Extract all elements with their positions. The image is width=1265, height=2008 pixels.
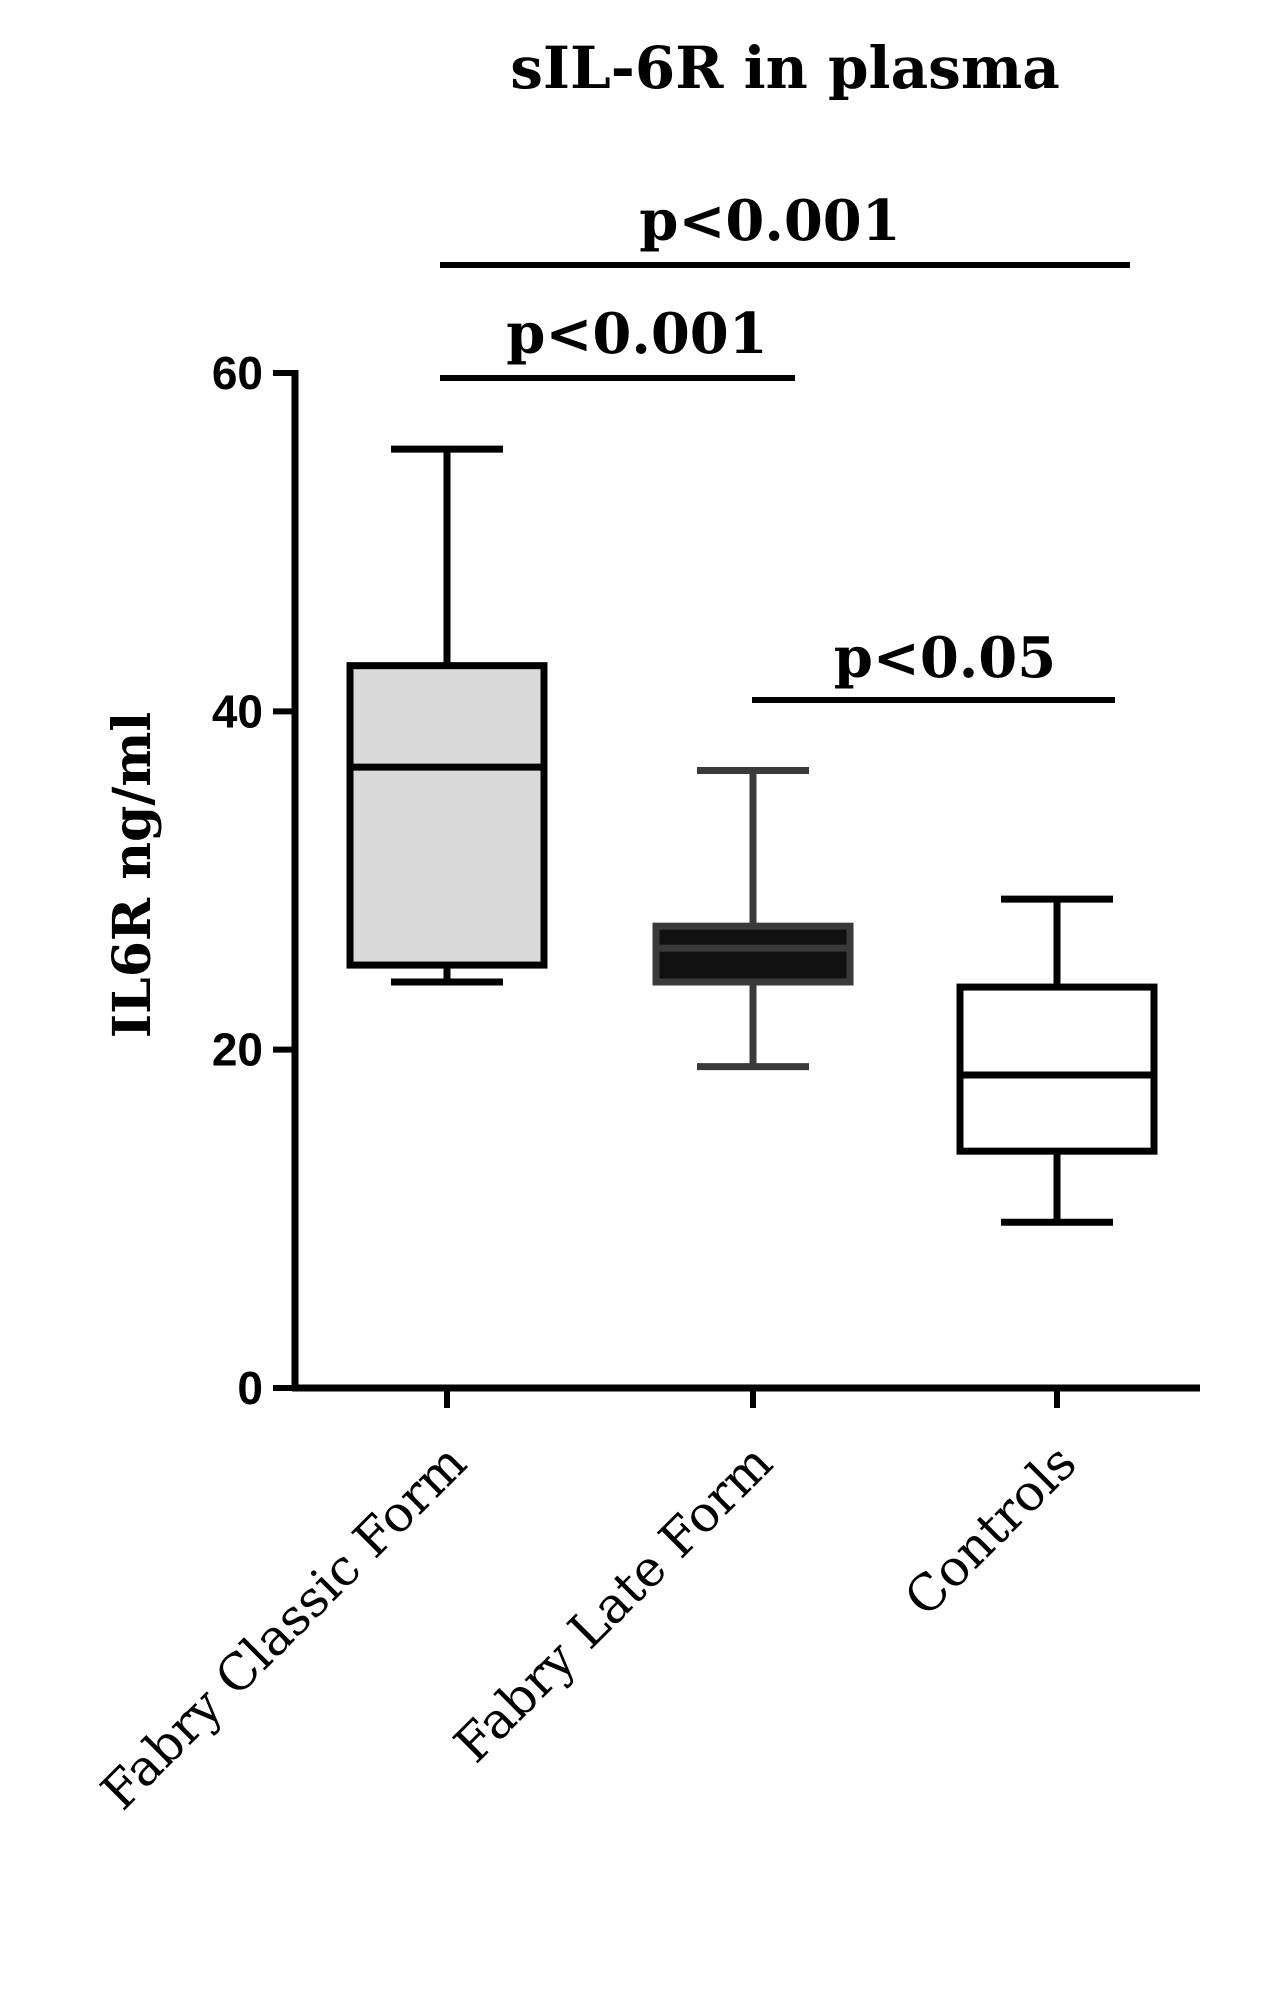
significance-bracket-2: p<0.001 bbox=[440, 301, 795, 381]
y-tick-label-0: 0 bbox=[237, 1362, 263, 1414]
p-value-label: p<0.001 bbox=[506, 301, 767, 367]
iqr-box bbox=[956, 983, 1158, 1155]
p-value-label: p<0.05 bbox=[834, 625, 1056, 691]
significance-brackets: p<0.001 p<0.001 p<0.05 bbox=[440, 188, 1130, 703]
significance-bracket-1: p<0.001 bbox=[440, 188, 1130, 268]
p-value-label: p<0.001 bbox=[639, 188, 900, 254]
category-label-2: Fabry Late Form bbox=[443, 1433, 783, 1773]
boxes bbox=[346, 445, 1158, 1226]
chart-title: sIL-6R in plasma bbox=[510, 34, 1060, 102]
y-axis-label: IL6R ng/ml bbox=[102, 712, 163, 1038]
category-label-3: Controls bbox=[894, 1433, 1088, 1627]
y-tick-label-20: 20 bbox=[212, 1024, 263, 1076]
iqr-box bbox=[346, 662, 548, 969]
category-label-1: Fabry Classic Form bbox=[90, 1433, 477, 1820]
y-tick-label-60: 60 bbox=[212, 347, 263, 399]
y-tick-label-40: 40 bbox=[212, 685, 263, 737]
box-3 bbox=[956, 895, 1158, 1226]
significance-bracket-3: p<0.05 bbox=[752, 625, 1115, 703]
iqr-box bbox=[652, 922, 854, 986]
axes: 0 20 40 60 bbox=[212, 347, 1200, 1414]
box-1 bbox=[346, 445, 548, 986]
box-2 bbox=[652, 767, 854, 1071]
